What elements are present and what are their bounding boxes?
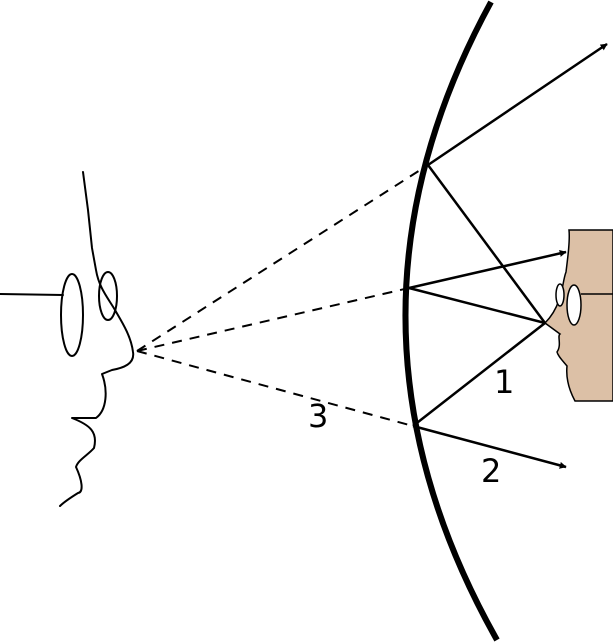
outgoing-rays <box>408 42 608 469</box>
ray-label-3: 3 <box>308 397 328 435</box>
reflected-glasses-lens-back <box>566 284 582 326</box>
virtual-ray-middle <box>136 287 410 352</box>
observer-face-profile <box>59 171 135 507</box>
outgoing-ray-middle <box>408 249 567 290</box>
reflected-glasses-lens-front <box>555 283 565 307</box>
virtual-rays <box>136 164 429 427</box>
virtual-ray-top <box>136 164 429 352</box>
virtual-ray-bottom <box>136 350 414 427</box>
ray-top-to-face <box>426 164 547 324</box>
ray-middle-to-face <box>408 286 546 325</box>
ray-bottom-to-face <box>412 322 546 427</box>
observer-glasses-lens-front <box>98 271 118 321</box>
ray-label-1: 1 <box>494 363 514 401</box>
outgoing-ray-bottom <box>412 424 567 469</box>
outgoing-ray-top <box>427 42 608 167</box>
observer-glasses-temple <box>0 293 64 296</box>
ray-label-2: 2 <box>481 452 501 490</box>
reflected-face <box>543 229 613 402</box>
reflection-rays <box>408 164 547 427</box>
observer-face <box>0 171 135 507</box>
observer-glasses-lens-back <box>60 273 84 357</box>
convex-mirror <box>402 0 500 642</box>
